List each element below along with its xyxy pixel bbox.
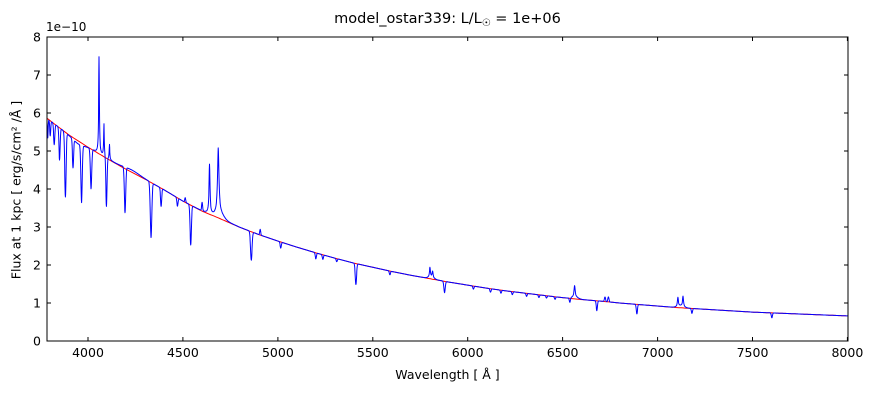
y-tick-label: 0 <box>33 334 41 349</box>
y-tick-label: 4 <box>33 182 41 197</box>
x-tick-label: 4000 <box>72 345 104 360</box>
y-axis-label: Flux at 1 kpc [ erg/s/cm² /Å ] <box>8 100 24 280</box>
x-tick-label: 8000 <box>831 345 863 360</box>
y-tick-label: 5 <box>33 144 41 159</box>
chart-title-main: model_ostar339: L/L <box>334 11 482 27</box>
y-tick-label: 8 <box>33 30 41 45</box>
continuum-line <box>46 117 847 317</box>
sun-symbol: ☉ <box>481 18 491 29</box>
x-tick-label: 6500 <box>547 345 579 360</box>
y-tick-label: 2 <box>33 258 41 273</box>
x-tick-label: 7000 <box>642 345 674 360</box>
y-tick-label: 7 <box>33 68 41 83</box>
chart-title-value: = 1e+06 <box>490 11 561 27</box>
x-tick-label: 7500 <box>737 345 769 360</box>
x-tick-label: 5000 <box>262 345 294 360</box>
chart-title: model_ostar339: L/L☉ = 1e+06 <box>47 11 848 29</box>
y-tick-label: 6 <box>33 106 41 121</box>
x-tick-label: 4500 <box>167 345 199 360</box>
spectrum-line <box>46 56 849 319</box>
x-axis-label: Wavelength [ Å ] <box>395 367 500 382</box>
y-axis-offset-text: 1e−10 <box>46 20 87 34</box>
x-tick-label: 5500 <box>357 345 389 360</box>
x-tick-label: 6000 <box>452 345 484 360</box>
y-tick-label: 3 <box>33 220 41 235</box>
plot-frame <box>46 36 849 342</box>
y-tick-label: 1 <box>33 296 41 311</box>
